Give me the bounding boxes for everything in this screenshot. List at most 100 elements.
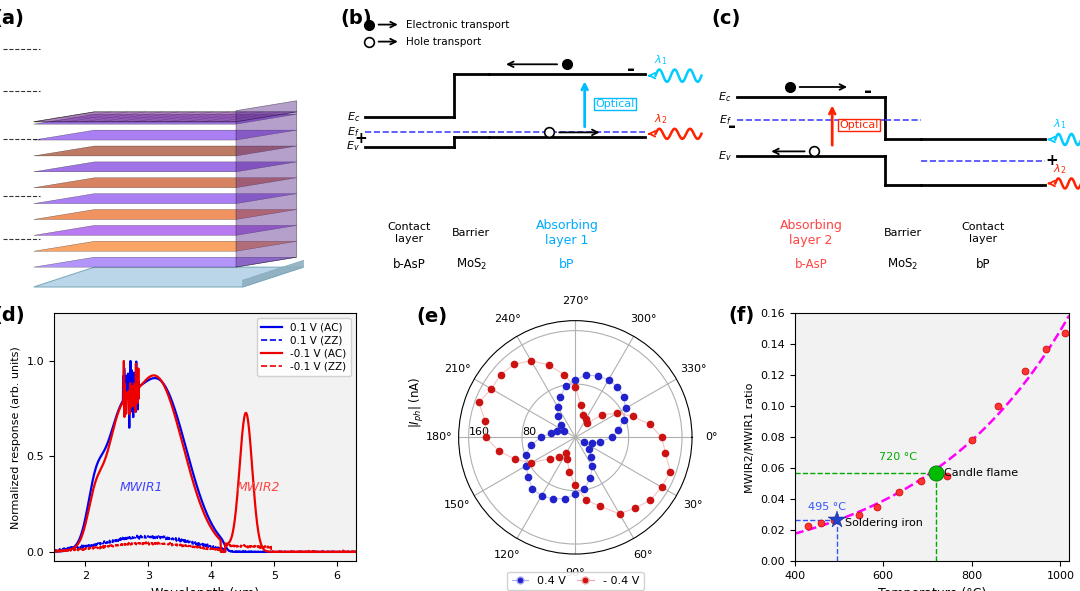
Text: $E_f$: $E_f$ [347, 125, 360, 139]
Text: Barrier: Barrier [453, 228, 490, 238]
Text: bP: bP [975, 258, 990, 271]
0.1 V (ZZ) [256, 548, 269, 556]
0.1 V (AC) [79, 517, 92, 524]
0.1 V (AC) [48, 548, 60, 555]
Text: $\lambda_1$: $\lambda_1$ [1053, 117, 1067, 131]
Polygon shape [33, 114, 297, 124]
Text: $E_c$: $E_c$ [718, 90, 731, 104]
Text: b-AsP: b-AsP [393, 258, 426, 271]
Text: (b): (b) [340, 9, 372, 28]
Line: -0.1 V (ZZ): -0.1 V (ZZ) [54, 542, 356, 552]
Polygon shape [237, 100, 297, 267]
Polygon shape [33, 241, 297, 251]
0.1 V (AC) [283, 548, 296, 556]
Polygon shape [33, 146, 297, 156]
Text: Optical: Optical [839, 121, 879, 130]
Y-axis label: MWIR2/MWIR1 ratio: MWIR2/MWIR1 ratio [744, 382, 755, 492]
-0.1 V (AC) [118, 358, 131, 365]
Text: b-AsP: b-AsP [795, 258, 827, 271]
Polygon shape [33, 162, 297, 172]
Text: $E_v$: $E_v$ [347, 139, 360, 154]
-0.1 V (AC) [215, 548, 228, 556]
Text: Absorbing
layer 1: Absorbing layer 1 [536, 219, 598, 247]
0.1 V (ZZ) [180, 537, 193, 544]
Text: Absorbing
layer 2: Absorbing layer 2 [780, 219, 842, 247]
Polygon shape [33, 257, 297, 267]
-0.1 V (AC) [350, 548, 363, 556]
Text: $|I_{ph}|$ (nA): $|I_{ph}|$ (nA) [407, 376, 426, 428]
0.1 V (ZZ) [284, 548, 297, 556]
Text: bP: bP [559, 258, 575, 271]
Line: 0.1 V (ZZ): 0.1 V (ZZ) [54, 535, 356, 552]
Polygon shape [33, 225, 297, 235]
Polygon shape [33, 194, 297, 203]
Text: +: + [1045, 153, 1058, 168]
0.1 V (ZZ) [239, 548, 252, 556]
-0.1 V (AC) [48, 548, 60, 555]
Polygon shape [243, 260, 303, 287]
0.1 V (AC) [350, 548, 363, 556]
-0.1 V (ZZ) [266, 548, 279, 556]
X-axis label: Temperature (°C): Temperature (°C) [878, 587, 986, 591]
-0.1 V (AC) [284, 548, 297, 556]
0.1 V (AC) [170, 411, 183, 418]
Text: MoS$_2$: MoS$_2$ [456, 256, 487, 272]
0.1 V (AC) [124, 358, 137, 365]
Text: -: - [626, 60, 635, 79]
Text: (f): (f) [729, 306, 755, 325]
Line: -0.1 V (AC): -0.1 V (AC) [54, 361, 356, 552]
Polygon shape [33, 112, 297, 122]
Text: Contact
layer: Contact layer [961, 222, 1004, 244]
-0.1 V (ZZ) [350, 548, 363, 556]
Text: $E_c$: $E_c$ [347, 110, 360, 124]
Text: +: + [354, 131, 367, 145]
Text: Candle flame: Candle flame [944, 468, 1018, 478]
-0.1 V (ZZ) [289, 548, 302, 556]
Y-axis label: Normalized response (arb. units): Normalized response (arb. units) [11, 346, 22, 529]
0.1 V (ZZ) [289, 548, 302, 556]
0.1 V (AC) [180, 449, 193, 456]
Text: Hole transport: Hole transport [406, 37, 482, 47]
-0.1 V (ZZ) [79, 545, 92, 552]
Text: $\lambda_2$: $\lambda_2$ [653, 112, 667, 126]
Text: MoS$_2$: MoS$_2$ [888, 256, 919, 272]
Text: 495 °C: 495 °C [808, 502, 846, 512]
Polygon shape [33, 130, 297, 140]
Text: Optical: Optical [595, 99, 635, 109]
0.1 V (ZZ) [170, 538, 183, 545]
0.1 V (ZZ) [79, 543, 92, 550]
Text: $E_f$: $E_f$ [718, 113, 731, 126]
Text: 720 °C: 720 °C [879, 452, 917, 462]
-0.1 V (AC) [170, 418, 183, 425]
-0.1 V (ZZ) [170, 542, 183, 549]
Text: Electronic transport: Electronic transport [406, 20, 510, 30]
Text: Contact
layer: Contact layer [388, 222, 431, 244]
Line: 0.1 V (AC): 0.1 V (AC) [54, 361, 356, 552]
-0.1 V (AC) [289, 548, 302, 556]
0.1 V (AC) [255, 548, 268, 556]
Text: MWIR2: MWIR2 [237, 481, 280, 494]
Legend: 0.4 V, - 0.4 V: 0.4 V, - 0.4 V [508, 571, 644, 590]
Polygon shape [33, 210, 297, 219]
Text: -: - [728, 117, 737, 136]
0.1 V (ZZ) [48, 547, 60, 554]
Text: $\lambda_1$: $\lambda_1$ [653, 53, 667, 67]
-0.1 V (ZZ) [255, 543, 268, 550]
Polygon shape [33, 267, 303, 287]
Text: (e): (e) [417, 307, 448, 326]
-0.1 V (ZZ) [139, 538, 152, 545]
Text: $E_v$: $E_v$ [717, 150, 731, 163]
-0.1 V (AC) [79, 523, 92, 530]
Text: MWIR1: MWIR1 [120, 481, 163, 494]
Text: Soldering iron: Soldering iron [845, 518, 922, 528]
Polygon shape [33, 178, 297, 188]
Text: (d): (d) [0, 306, 25, 325]
-0.1 V (ZZ) [48, 548, 60, 555]
-0.1 V (ZZ) [284, 548, 297, 556]
0.1 V (ZZ) [131, 532, 144, 539]
-0.1 V (ZZ) [180, 542, 193, 549]
Text: (a): (a) [0, 9, 24, 28]
0.1 V (AC) [288, 548, 301, 556]
Text: -: - [864, 82, 872, 100]
-0.1 V (AC) [256, 543, 269, 550]
